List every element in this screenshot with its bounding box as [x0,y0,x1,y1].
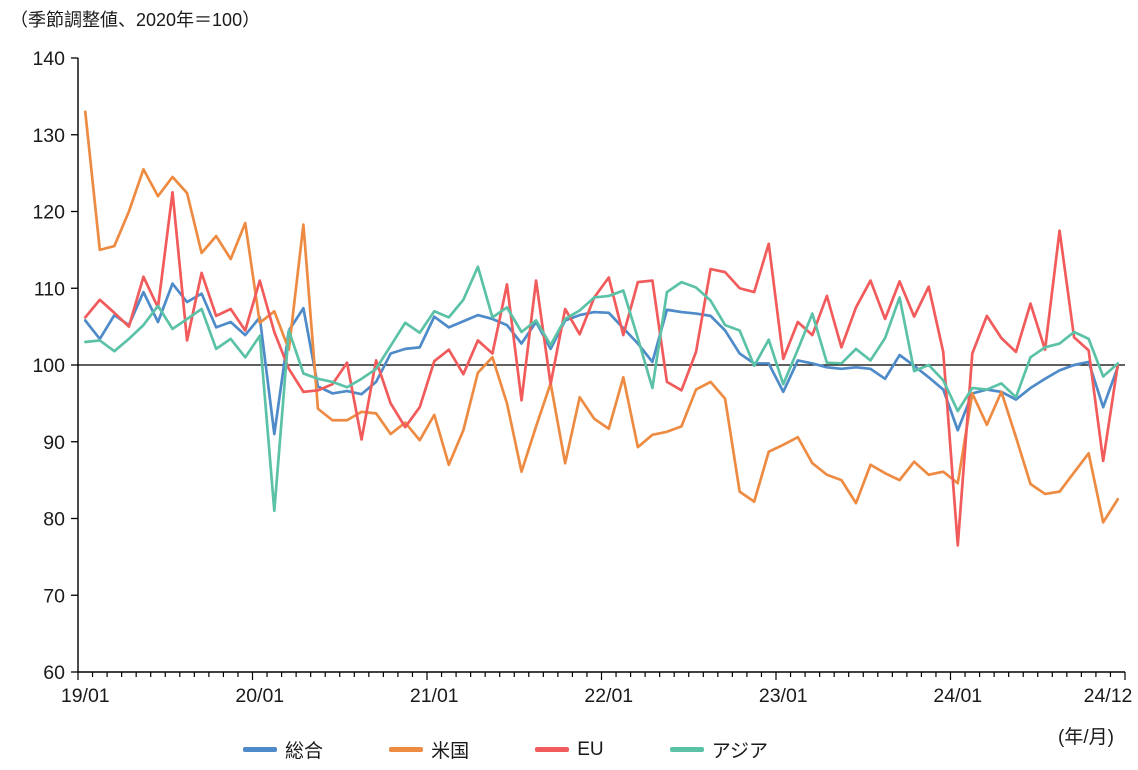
y-axis-tick-label: 100 [32,355,65,377]
legend-item-asia: アジア [669,736,768,763]
chart-legend: 総合 米国 EU アジア [243,736,768,763]
y-axis-tick-label: 110 [34,278,65,300]
y-axis-tick-label: 90 [43,432,65,454]
series-line-総合 [83,282,1120,436]
x-axis-tick-label: 20/01 [235,685,284,707]
x-axis-tick-label: 24/01 [933,685,982,707]
legend-item-beikoku: 米国 [389,736,469,763]
x-axis-tick-label: 22/01 [584,685,633,707]
legend-label-sougou: 総合 [285,741,324,762]
legend-item-eu: EU [535,738,604,761]
legend-line-swatch-beikoku [389,747,424,752]
legend-label-beikoku: 米国 [431,741,470,762]
y-axis-tick-label: 60 [43,662,65,684]
y-axis-tick-label: 120 [32,202,65,224]
legend-item-sougou: 総合 [243,736,323,763]
y-axis-tick-label: 80 [43,509,65,531]
x-axis-unit-label: (年/月) [1058,727,1114,748]
x-axis-tick-label: 21/01 [410,685,459,707]
legend-line-swatch-asia [669,747,704,752]
chart-title-note: （季節調整値、2020年＝100） [10,10,261,30]
legend-label-eu: EU [577,738,604,760]
y-axis-tick-label: 70 [43,585,65,607]
x-axis-tick-label: 24/12 [1084,685,1133,707]
series-line-米国 [83,110,1120,524]
y-axis-tick-label: 140 [32,48,65,70]
x-axis-tick-label: 19/01 [61,685,110,707]
y-axis-tick-label: 130 [32,125,65,147]
legend-line-swatch-eu [535,747,570,752]
legend-line-swatch-sougou [243,747,277,752]
series-line-アジア [83,265,1120,513]
x-axis-tick-label: 23/01 [759,685,808,707]
series-line-EU [83,190,1120,547]
legend-label-asia: アジア [711,741,768,762]
